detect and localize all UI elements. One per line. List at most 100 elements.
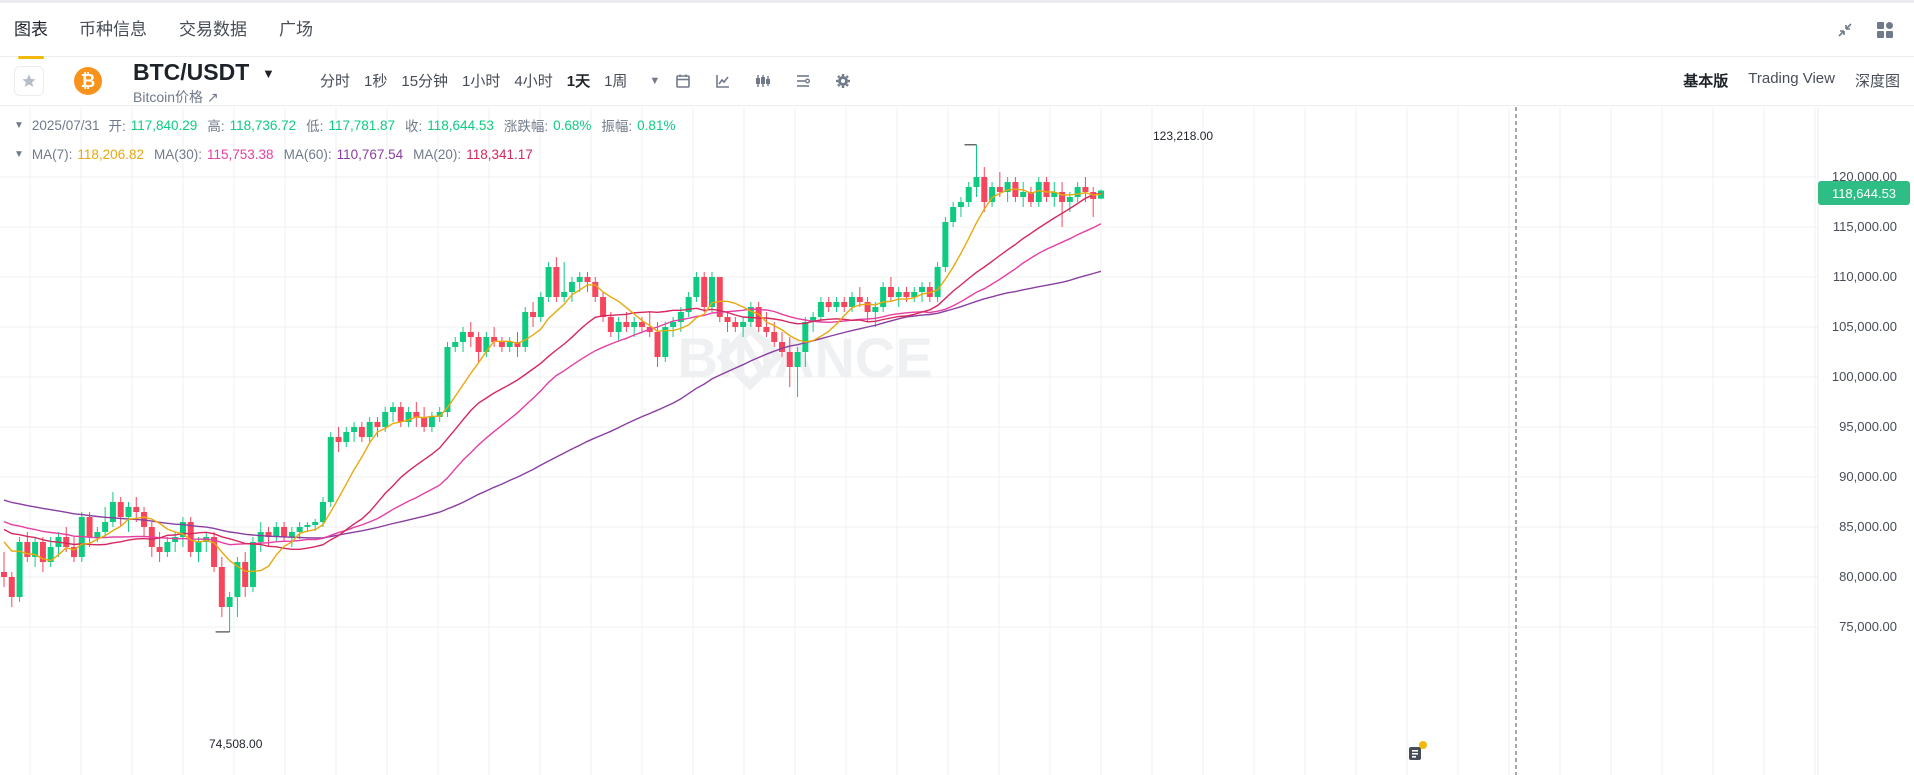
candle-body — [724, 317, 731, 322]
candle-body — [911, 292, 918, 297]
candle-body — [919, 287, 926, 292]
candle-body — [39, 542, 46, 562]
candle-body — [211, 537, 218, 567]
candle-body — [8, 577, 15, 597]
candle-body — [592, 282, 599, 297]
drawing-tools-icon[interactable] — [792, 70, 814, 92]
settings-gear-icon[interactable] — [832, 70, 854, 92]
candle-body — [802, 322, 809, 352]
interval-4h[interactable]: 4小时 — [514, 73, 553, 90]
candle-body — [156, 547, 163, 552]
tab-coin-info[interactable]: 币种信息 — [79, 20, 147, 39]
candle-body — [374, 422, 381, 427]
low-label: 低: — [306, 119, 324, 134]
y-tick-label: 120,000.00 — [1832, 169, 1897, 184]
tab-square[interactable]: 广场 — [279, 20, 313, 39]
candle-body — [452, 342, 459, 347]
chart-toolbar — [672, 70, 854, 92]
candle-body — [747, 307, 754, 322]
candle-body — [1035, 182, 1042, 202]
open-value: 117,840.29 — [130, 117, 198, 133]
favorite-star-icon[interactable] — [14, 66, 44, 96]
candle-body — [779, 342, 785, 352]
candle-body — [825, 302, 832, 307]
interval-1w[interactable]: 1周 — [604, 73, 628, 90]
candle-type-icon[interactable] — [752, 70, 774, 92]
candle-body — [179, 522, 186, 537]
pair-dropdown-caret-icon[interactable]: ▼ — [262, 66, 275, 81]
tab-chart[interactable]: 图表 — [14, 15, 48, 59]
candle-body — [296, 527, 303, 532]
candle-body — [1043, 182, 1050, 197]
ma-collapse-chevron-icon[interactable]: ▼ — [14, 149, 24, 160]
candle-body — [249, 542, 256, 587]
y-tick-label: 95,000.00 — [1839, 419, 1897, 434]
amplitude-label: 振幅: — [601, 119, 633, 134]
interval-15m[interactable]: 15分钟 — [401, 73, 449, 90]
candle-body — [1074, 187, 1081, 197]
tab-trading-data[interactable]: 交易数据 — [179, 20, 247, 39]
candle-body — [576, 277, 583, 282]
candle-body — [732, 322, 739, 327]
candle-body — [693, 277, 700, 297]
candle-body — [281, 527, 288, 537]
candle-body — [506, 342, 513, 347]
bitcoin-logo-icon: ₿ — [74, 67, 102, 95]
pair-subtitle-link[interactable]: Bitcoin价格 ↗ — [133, 89, 219, 105]
candle-body — [195, 542, 202, 552]
candle-body — [522, 312, 529, 347]
candle-body — [125, 507, 132, 517]
calendar-icon[interactable] — [672, 70, 694, 92]
candle-body — [965, 187, 972, 202]
candle-body — [537, 297, 544, 317]
interval-1h[interactable]: 1小时 — [462, 73, 501, 90]
binance-watermark-logo — [716, 323, 784, 391]
candle-body — [491, 337, 498, 342]
layout-grid-icon[interactable] — [1874, 19, 1896, 41]
low-value: 117,781.87 — [328, 117, 396, 133]
ma7-label: MA(7): — [31, 147, 73, 162]
candle-body — [701, 277, 708, 307]
candle-body — [817, 302, 824, 317]
collapse-icon[interactable] — [1834, 19, 1856, 41]
interval-tick[interactable]: 分时 — [320, 73, 351, 90]
ma20-label: MA(20): — [413, 147, 462, 162]
view-basic[interactable]: 基本版 — [1683, 73, 1729, 90]
ohlc-date: 2025/07/31 — [31, 117, 100, 133]
max-price-label: 123,218.00 — [1153, 129, 1214, 143]
change-value: 0.68% — [553, 117, 592, 133]
candle-body — [607, 317, 614, 332]
candle-body — [1027, 192, 1034, 202]
candle-body — [288, 532, 295, 537]
close-value: 118,644.53 — [427, 117, 494, 133]
price-alert-icon[interactable] — [1406, 741, 1428, 763]
candle-body — [942, 222, 949, 267]
candle-body — [685, 297, 692, 312]
view-depth[interactable]: 深度图 — [1854, 73, 1900, 90]
candle-body — [833, 302, 840, 307]
ma7-value: 118,206.82 — [77, 147, 144, 162]
candle-body — [71, 547, 78, 557]
candlestick-chart[interactable]: 120,000.00 115,000.00 110,000.00 105,000.00… — [0, 107, 1914, 775]
candle-body — [553, 267, 560, 297]
candle-body — [327, 437, 334, 502]
ma7-line — [3, 188, 1102, 572]
indicator-icon[interactable] — [712, 70, 734, 92]
chart-area[interactable]: 120,000.00 115,000.00 110,000.00 105,000.00… — [0, 107, 1914, 775]
legend-collapse-chevron-icon[interactable]: ▼ — [14, 119, 24, 131]
close-label: 收: — [405, 119, 423, 134]
more-intervals-chevron-icon[interactable]: ▼ — [649, 74, 661, 87]
y-tick-label: 80,000.00 — [1839, 569, 1897, 584]
interval-1d[interactable]: 1天 — [566, 73, 591, 90]
candle-body — [366, 422, 373, 437]
candle-body — [895, 292, 902, 297]
interval-1s[interactable]: 1秒 — [364, 73, 388, 90]
y-tick-label: 100,000.00 — [1832, 369, 1897, 384]
pair-name[interactable]: BTC/USDT — [133, 59, 250, 85]
candle-body — [856, 297, 863, 302]
candle-body — [849, 297, 856, 307]
candle-body — [568, 282, 575, 292]
view-tradingview[interactable]: Trading View — [1748, 70, 1835, 87]
candle-body — [413, 412, 420, 417]
candle-body — [164, 542, 171, 552]
